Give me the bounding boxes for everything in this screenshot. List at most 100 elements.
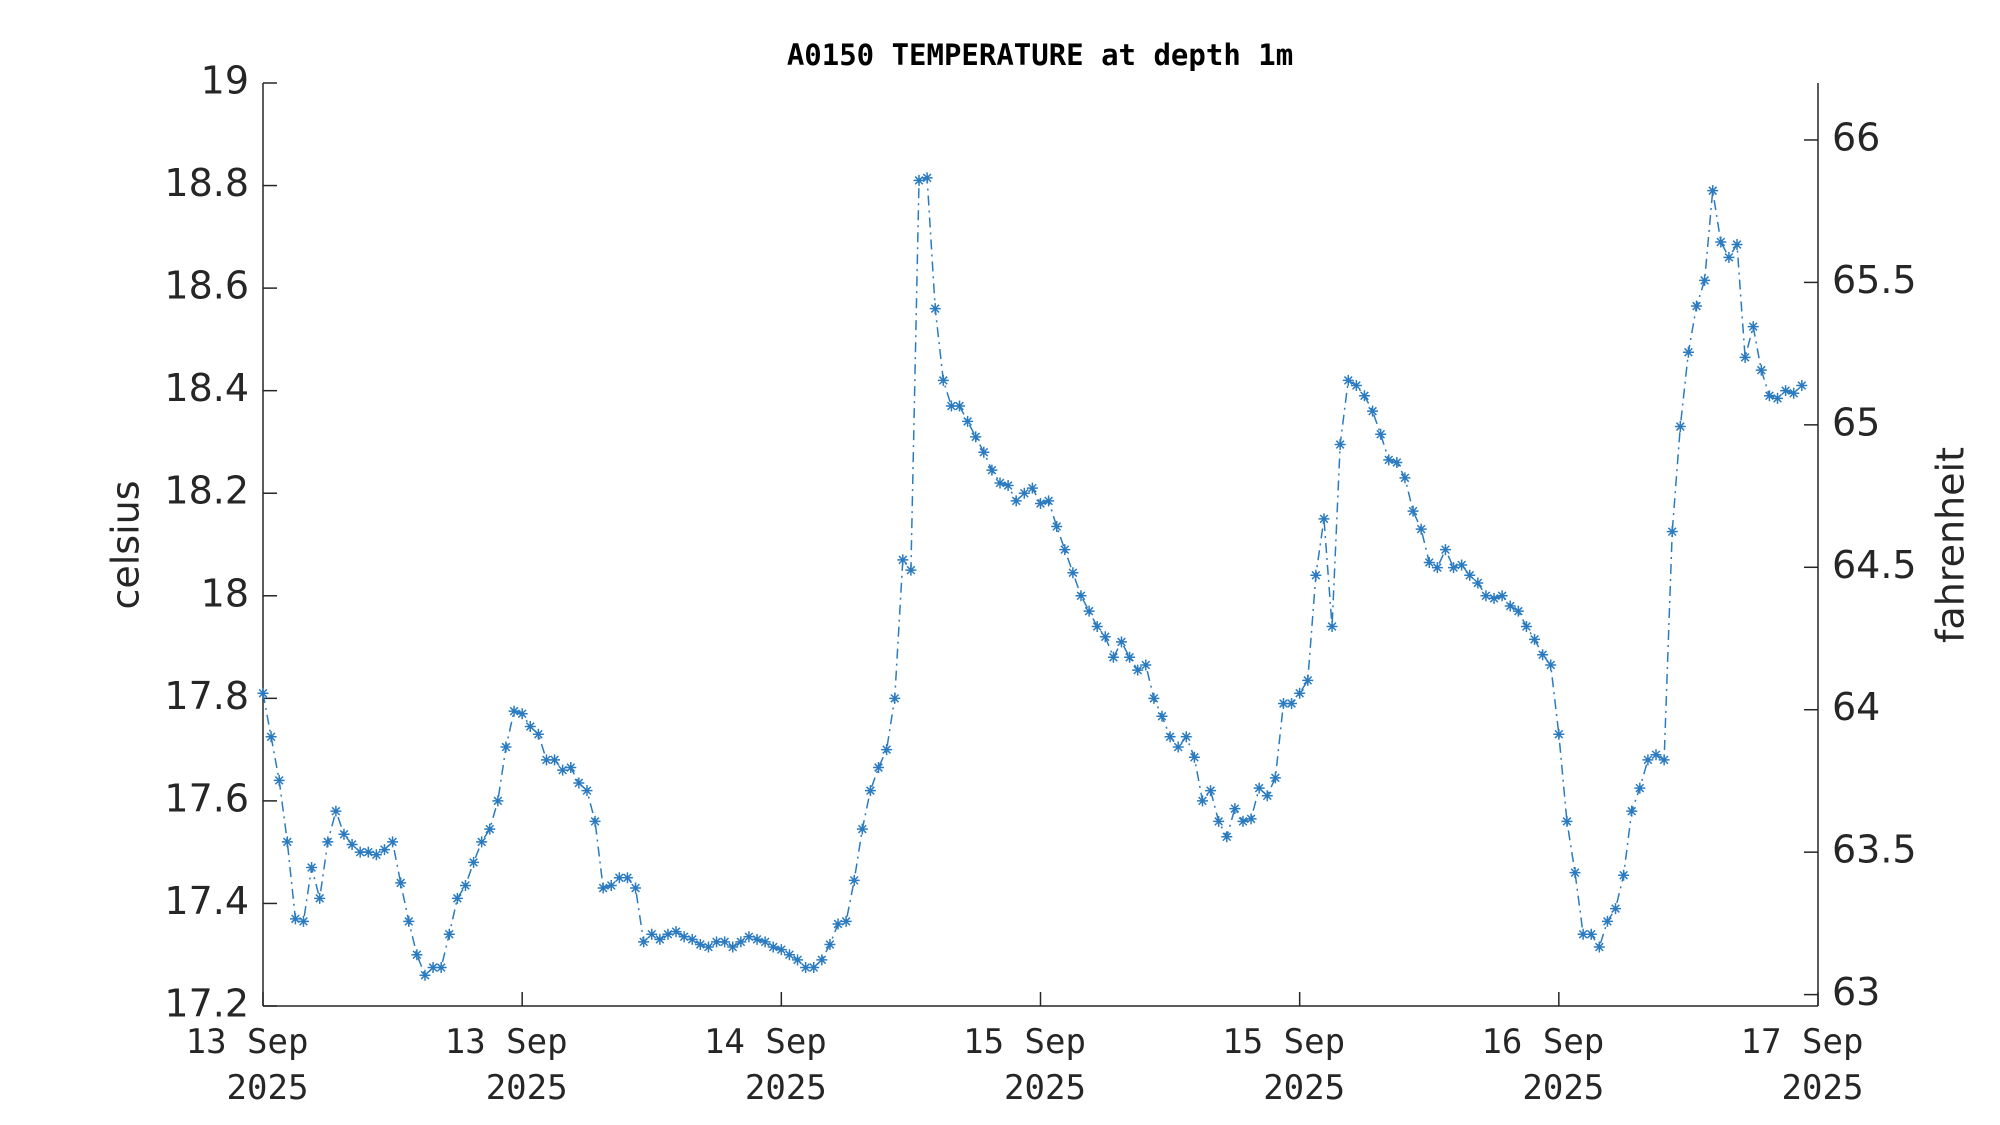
data-point: [1569, 867, 1581, 879]
data-point: [962, 415, 974, 427]
data-point: [1399, 472, 1411, 484]
y2-tick-label: 65: [1832, 400, 1880, 444]
data-point: [1577, 928, 1589, 940]
data-point: [557, 764, 569, 776]
x-tick-label: 15 Sep 2025: [963, 1022, 1086, 1108]
y-tick-label: 17.4: [164, 879, 249, 923]
data-point: [322, 836, 334, 848]
data-point: [1318, 513, 1330, 525]
data-point: [1488, 592, 1500, 604]
data-point: [1164, 731, 1176, 743]
y2-tick-label: 64.5: [1832, 543, 1917, 587]
data-point: [686, 933, 698, 945]
data-point: [638, 936, 650, 948]
x-tick-label: 13 Sep 2025: [444, 1022, 568, 1108]
data-point: [1043, 495, 1055, 507]
x-tick-label: 16 Sep 2025: [1481, 1022, 1605, 1108]
data-point: [1796, 380, 1808, 392]
data-point: [1642, 754, 1654, 766]
data-point: [1205, 785, 1217, 797]
data-point: [573, 777, 585, 789]
data-point: [743, 931, 755, 943]
data-point: [1172, 741, 1184, 753]
data-point: [1610, 903, 1622, 915]
data-point: [508, 705, 520, 717]
data-point: [395, 877, 407, 889]
data-point: [1083, 605, 1095, 617]
data-point: [1140, 659, 1152, 671]
data-point: [1294, 687, 1306, 699]
data-point: [403, 915, 415, 927]
data-point: [800, 962, 812, 974]
data-point: [1658, 754, 1670, 766]
data-point: [719, 936, 731, 948]
data-point: [1682, 346, 1694, 358]
data-point: [662, 928, 674, 940]
data-point: [476, 836, 488, 848]
data-point: [621, 872, 633, 884]
data-point: [1269, 772, 1281, 784]
data-point: [654, 933, 666, 945]
data-point: [281, 836, 293, 848]
data-point: [378, 844, 390, 856]
data-point: [370, 849, 382, 861]
data-point: [1520, 621, 1532, 633]
data-point: [840, 915, 852, 927]
y2-tick-label: 66: [1832, 115, 1880, 159]
data-point: [1739, 351, 1751, 363]
data-point: [265, 731, 277, 743]
data-point: [1188, 751, 1200, 763]
data-point: [1439, 544, 1451, 556]
y-tick-label: 18.2: [164, 469, 249, 513]
data-point: [443, 928, 455, 940]
data-point: [994, 477, 1006, 489]
data-point: [306, 862, 318, 874]
data-point: [1537, 649, 1549, 661]
data-point: [783, 949, 795, 961]
data-point: [524, 721, 536, 733]
data-point: [500, 741, 512, 753]
data-point: [532, 728, 544, 740]
y-tick-label: 18: [201, 571, 249, 615]
data-point: [1634, 782, 1646, 794]
data-point: [468, 856, 480, 868]
data-point: [1666, 526, 1678, 538]
data-point: [435, 962, 447, 974]
data-point: [484, 823, 496, 835]
data-point: [678, 931, 690, 943]
data-point: [1350, 380, 1362, 392]
x-tick-label: 13 Sep 2025: [185, 1022, 309, 1108]
x-tick-label: 15 Sep 2025: [1222, 1022, 1346, 1108]
data-point: [1512, 605, 1524, 617]
data-point: [581, 785, 593, 797]
y-tick-label: 17.2: [164, 982, 249, 1026]
data-point: [427, 962, 439, 974]
data-point: [1780, 385, 1792, 397]
data-point: [1407, 505, 1419, 517]
data-point: [1391, 456, 1403, 468]
data-point: [792, 954, 804, 966]
data-point: [1650, 749, 1662, 761]
data-point: [451, 892, 463, 904]
data-point: [1213, 815, 1225, 827]
x-tick-label: 14 Sep 2025: [703, 1022, 827, 1108]
data-point: [937, 374, 949, 386]
data-point: [1618, 869, 1630, 881]
data-point: [1593, 941, 1605, 953]
data-point: [1156, 710, 1168, 722]
data-point: [1302, 674, 1314, 686]
data-point: [848, 874, 860, 886]
data-point: [354, 846, 366, 858]
data-point: [735, 936, 747, 948]
data-point: [549, 754, 561, 766]
data-point: [1415, 523, 1427, 535]
data-point: [1059, 544, 1071, 556]
data-point: [540, 754, 552, 766]
data-point: [808, 962, 820, 974]
data-point: [1448, 562, 1460, 574]
data-point: [1099, 631, 1111, 643]
data-point: [1383, 454, 1395, 466]
data-point: [775, 944, 787, 956]
data-point: [1707, 185, 1719, 197]
